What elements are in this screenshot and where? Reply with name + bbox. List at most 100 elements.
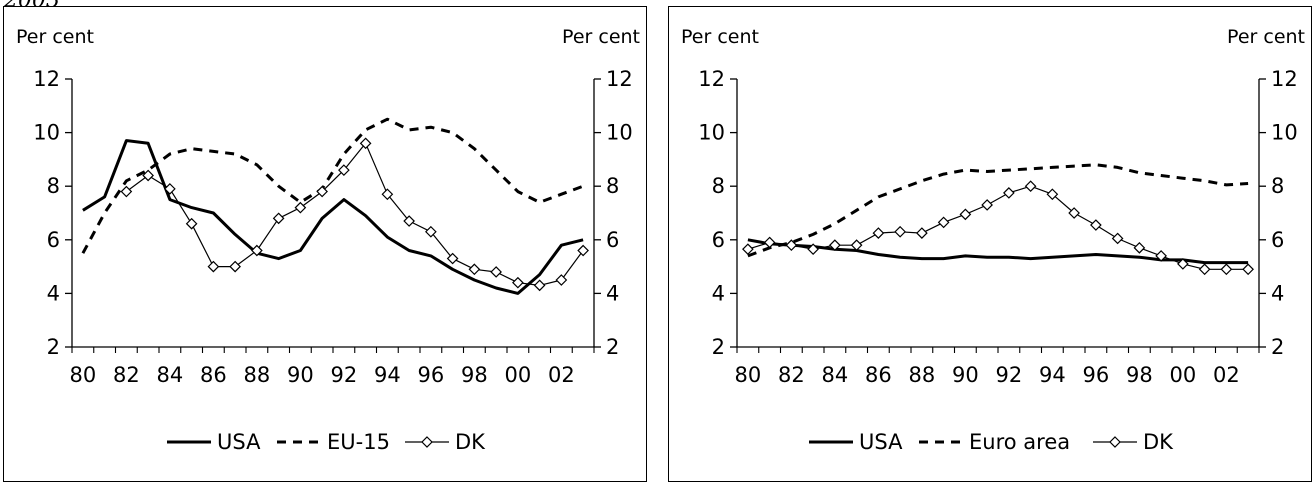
x-tick-label: 84 [822, 363, 849, 387]
data-point-dk [381, 188, 394, 201]
data-point-dk [468, 263, 481, 276]
left-y-tick-label: 8 [47, 174, 60, 198]
right-y-tick-label: 6 [606, 228, 619, 252]
series-line-dk [126, 142, 584, 286]
data-point-dk [229, 260, 241, 273]
data-point-dk [894, 225, 906, 238]
right-axis-unit: Per cent [562, 26, 640, 48]
legend-marker-dk [421, 436, 433, 448]
left-y-tick-label: 6 [47, 228, 60, 252]
left-y-tick-label: 2 [712, 335, 725, 359]
x-tick-label: 80 [735, 363, 762, 387]
series-line-eu-15 [81, 117, 584, 254]
data-point-dk [807, 243, 819, 256]
legend-label-euro-area: Euro area [969, 430, 1070, 454]
right-y-tick-label: 4 [1271, 281, 1284, 305]
left-y-tick-label: 4 [712, 281, 725, 305]
data-point-dk [120, 185, 133, 198]
x-tick-label: 80 [70, 363, 97, 387]
data-point-dk [1198, 263, 1211, 276]
legend-label-usa: USA [859, 430, 903, 454]
x-tick-label: 94 [1039, 363, 1066, 387]
data-point-dk [533, 279, 546, 292]
x-tick-label: 02 [1213, 363, 1240, 387]
data-point-dk [164, 183, 176, 195]
data-point-dk [403, 215, 415, 227]
left-axis-unit: Per cent [16, 26, 94, 48]
data-point-dk [959, 208, 972, 221]
right-y-tick-label: 2 [1271, 335, 1284, 359]
x-tick-label: 88 [244, 363, 271, 387]
legend-label-dk: DK [455, 430, 486, 454]
right-axis-unit: Per cent [1227, 26, 1305, 48]
left-y-tick-label: 2 [47, 335, 60, 359]
data-point-dk [1068, 207, 1080, 219]
data-point-dk [294, 201, 307, 214]
right-y-tick-label: 8 [1271, 174, 1284, 198]
x-tick-label: 92 [996, 363, 1023, 387]
right-y-tick-label: 10 [1271, 121, 1298, 145]
data-point-dk [555, 274, 568, 286]
data-point-dk [1046, 188, 1059, 201]
data-point-dk [1155, 250, 1167, 262]
legend-label-usa: USA [217, 430, 261, 454]
x-tick-label: 96 [418, 363, 445, 387]
data-point-dk [981, 199, 993, 211]
data-point-dk [1220, 263, 1233, 276]
left-y-tick-label: 12 [33, 67, 60, 91]
data-point-dk [272, 212, 285, 225]
data-point-dk [359, 137, 372, 150]
left-y-tick-label: 4 [47, 281, 60, 305]
x-tick-label: 02 [548, 363, 575, 387]
left-axis-unit: Per cent [681, 26, 759, 48]
left-chart-panel: Per cent Per cent 2 2 4 4 6 6 8 8 10 10 12 12 80 82 84 86… [3, 6, 647, 482]
x-tick-label: 94 [374, 363, 401, 387]
x-tick-label: 92 [331, 363, 358, 387]
legend-label-eu-15: EU-15 [327, 430, 390, 454]
data-point-dk [1024, 180, 1037, 193]
data-point-dk [1111, 232, 1124, 245]
x-tick-label: 84 [157, 363, 184, 387]
x-tick-label: 86 [200, 363, 227, 387]
left-y-tick-label: 12 [698, 67, 725, 91]
data-point-dk [1242, 263, 1254, 276]
x-tick-label: 88 [909, 363, 936, 387]
data-point-dk [512, 276, 524, 289]
right-y-tick-label: 2 [606, 335, 619, 359]
data-point-dk [829, 239, 841, 252]
right-y-tick-label: 4 [606, 281, 619, 305]
data-point-dk [425, 225, 437, 238]
right-y-tick-label: 12 [606, 67, 633, 91]
left-y-tick-label: 6 [712, 228, 725, 252]
data-point-dk [763, 236, 776, 249]
right-chart-panel: Per cent Per cent 2 2 4 4 6 6 8 8 10 10 12 12 80 82 84 86… [668, 6, 1312, 482]
data-point-dk [1003, 187, 1015, 199]
x-tick-label: 00 [505, 363, 532, 387]
data-point-dk [785, 239, 798, 252]
x-tick-label: 82 [113, 363, 140, 387]
right-y-tick-label: 12 [1271, 67, 1298, 91]
x-tick-label: 82 [778, 363, 805, 387]
data-point-dk [490, 266, 502, 278]
x-tick-label: 90 [952, 363, 979, 387]
x-tick-label: 86 [865, 363, 892, 387]
data-point-dk [1177, 258, 1189, 270]
series-line-usa [747, 238, 1249, 265]
data-point-dk [316, 185, 328, 198]
series-line-euro-area [747, 163, 1249, 258]
data-point-dk [742, 243, 754, 256]
legend-marker-dk [1109, 436, 1121, 448]
data-point-dk [142, 169, 154, 182]
data-point-dk [850, 239, 863, 252]
left-y-tick-label: 8 [712, 174, 725, 198]
data-point-dk [937, 216, 950, 229]
right-y-tick-label: 8 [606, 174, 619, 198]
x-tick-label: 96 [1083, 363, 1110, 387]
left-y-tick-label: 10 [698, 121, 725, 145]
data-point-dk [577, 244, 589, 257]
right-y-tick-label: 6 [1271, 228, 1284, 252]
data-point-dk [1090, 219, 1102, 231]
data-point-dk [446, 252, 459, 265]
